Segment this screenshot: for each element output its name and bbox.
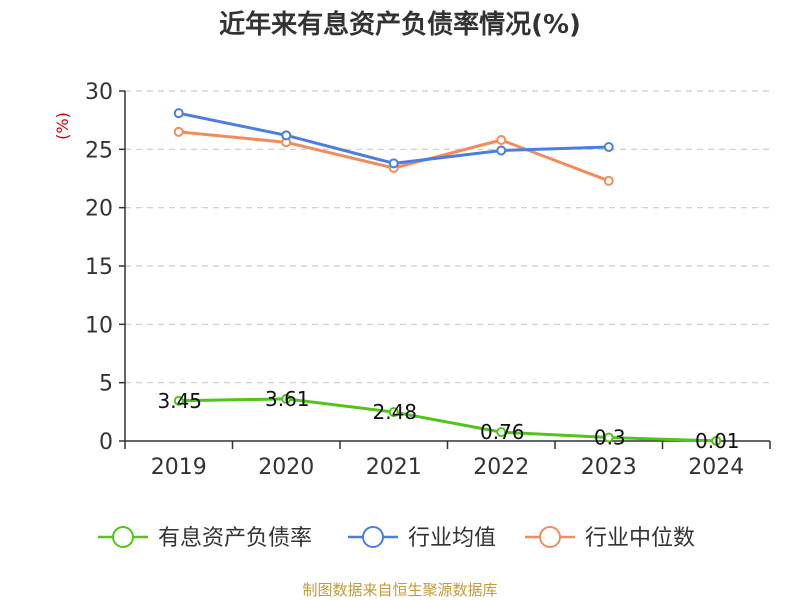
x-tick-label: 2021 xyxy=(366,455,422,480)
data-point[interactable] xyxy=(281,130,292,141)
grid xyxy=(125,90,770,384)
y-tick-label: 30 xyxy=(85,80,113,105)
data-point[interactable] xyxy=(603,175,614,186)
legend-item[interactable]: 行业均值 xyxy=(348,526,496,551)
data-label: 3.61 xyxy=(265,387,310,411)
data-point[interactable] xyxy=(603,432,614,443)
y-tick-label: 10 xyxy=(85,313,113,338)
data-point[interactable] xyxy=(173,126,184,137)
data-label: 0.76 xyxy=(480,420,525,444)
legend-item[interactable]: 行业中位数 xyxy=(525,526,695,551)
axes: 0 5 10 15 20 25 30 2019 2020 2021 2022 2023 2024 xyxy=(85,80,771,480)
data-labels: 3.45 3.61 2.48 0.76 0.3 0.01 xyxy=(157,387,739,453)
data-label: 2.48 xyxy=(372,400,417,424)
x-tick-label: 2024 xyxy=(688,455,744,480)
legend-item[interactable]: 有息资产负债率 xyxy=(98,526,312,551)
legend-marker-icon xyxy=(539,526,561,548)
y-tick-label: 5 xyxy=(99,372,113,397)
y-tick-label: 20 xyxy=(85,197,113,222)
data-point[interactable] xyxy=(388,407,399,418)
data-label: 3.45 xyxy=(157,389,202,413)
legend-label: 有息资产负债率 xyxy=(158,526,312,551)
source-note: 制图数据来自恒生聚源数据库 xyxy=(302,581,497,599)
legend-label: 行业中位数 xyxy=(585,526,695,551)
data-point[interactable] xyxy=(496,427,507,438)
y-tick-label: 0 xyxy=(99,430,113,455)
legend[interactable]: 有息资产负债率 行业均值 行业中位数 xyxy=(98,526,695,551)
y-tick-label: 25 xyxy=(85,138,113,163)
data-point[interactable] xyxy=(496,145,507,156)
data-label: 0.3 xyxy=(594,426,626,450)
data-point[interactable] xyxy=(496,135,507,145)
data-point[interactable] xyxy=(281,393,292,404)
y-axis-unit: (%) xyxy=(53,112,72,140)
series-lines xyxy=(173,108,722,446)
chart-title: 近年来有息资产负债率情况(%) xyxy=(219,9,581,40)
x-tick-label: 2023 xyxy=(581,455,637,480)
data-point[interactable] xyxy=(711,435,722,446)
data-point[interactable] xyxy=(388,158,399,169)
series-line xyxy=(178,130,610,183)
legend-label: 行业均值 xyxy=(408,526,496,551)
y-tick-label: 15 xyxy=(85,255,113,280)
data-label: 0.01 xyxy=(695,429,740,453)
data-point[interactable] xyxy=(603,142,614,152)
x-tick-label: 2019 xyxy=(151,455,207,480)
legend-marker-icon xyxy=(112,526,134,548)
legend-marker-icon xyxy=(362,526,384,548)
data-point[interactable] xyxy=(173,395,184,406)
x-tick-label: 2022 xyxy=(473,455,529,480)
data-point[interactable] xyxy=(173,108,184,119)
x-tick-label: 2020 xyxy=(258,455,314,480)
series-line xyxy=(178,397,717,443)
